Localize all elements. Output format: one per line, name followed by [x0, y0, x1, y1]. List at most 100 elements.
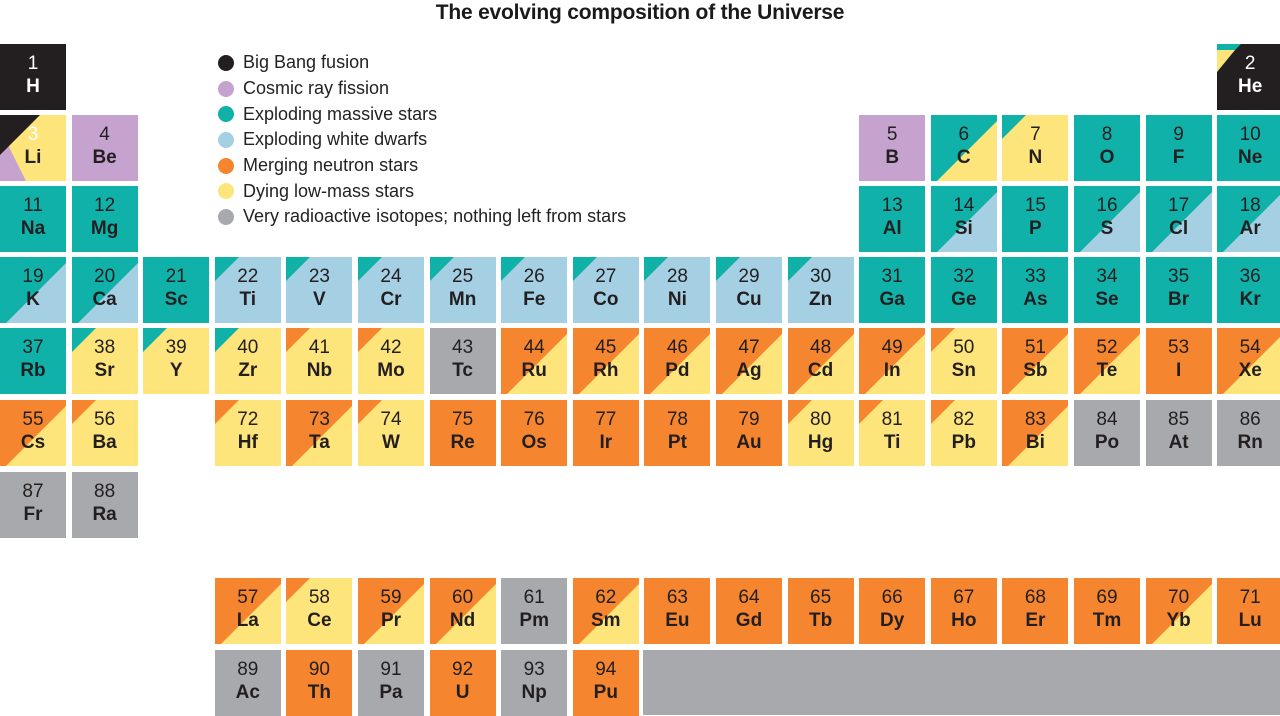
element-symbol: Pt	[667, 432, 687, 453]
element-tile-fill	[358, 400, 424, 466]
element-tile-fill	[1145, 328, 1212, 394]
element-tile-te: 52 Te	[1074, 328, 1140, 394]
element-tile-fill	[429, 650, 496, 716]
atomic-number: 34	[1096, 266, 1118, 287]
atomic-number: 12	[94, 195, 116, 216]
element-tile-fill	[1145, 578, 1212, 644]
element-symbol: Bi	[1025, 432, 1045, 453]
atomic-number: 18	[1239, 195, 1261, 216]
element-tile-cu: 29 Cu	[716, 257, 782, 323]
element-symbol: Co	[593, 289, 619, 310]
atomic-number: 15	[1024, 195, 1046, 216]
element-symbol: Au	[736, 432, 762, 453]
element-symbol: Li	[24, 147, 42, 168]
element-tile-mn: 25 Mn	[429, 257, 496, 323]
element-symbol: Sr	[94, 360, 115, 381]
atomic-number: 71	[1239, 587, 1261, 608]
element-symbol: Pr	[380, 610, 402, 631]
legend-label: Cosmic ray fission	[243, 78, 390, 99]
element-tile-zn: 30 Zn	[787, 257, 854, 323]
atomic-number: 54	[1239, 337, 1261, 358]
element-tile-er: 68 Er	[1002, 578, 1069, 644]
atomic-number: 66	[881, 587, 903, 608]
element-tile-na: 11 Na	[0, 186, 66, 252]
atomic-number: 83	[1024, 409, 1046, 430]
element-symbol: Se	[1095, 289, 1119, 310]
element-tile-pd: 46 Pd	[644, 328, 711, 394]
atomic-number: 81	[881, 409, 903, 430]
element-tile-br: 35 Br	[1145, 257, 1212, 323]
element-symbol: Eu	[665, 610, 690, 631]
atomic-number: 52	[1096, 337, 1118, 358]
element-symbol: Ti	[239, 289, 257, 310]
element-tile-ag: 47 Ag	[716, 328, 782, 394]
element-symbol: As	[1023, 289, 1048, 310]
element-symbol: Tm	[1092, 610, 1122, 631]
element-symbol: I	[1175, 360, 1182, 381]
element-tile-sr: 38 Sr	[71, 328, 138, 394]
element-tile-pu: 94 Pu	[572, 650, 639, 716]
element-tile-la: 57 La	[214, 578, 281, 644]
element-tile-fill	[0, 44, 66, 110]
element-tile-rh: 45 Rh	[572, 328, 639, 394]
element-symbol: Ac	[235, 682, 260, 703]
element-tile-ba: 56 Ba	[71, 400, 138, 466]
atomic-number: 89	[237, 659, 259, 680]
element-tile-np: 93 Np	[501, 650, 568, 716]
atomic-number: 85	[1168, 409, 1190, 430]
atomic-number: 3	[27, 124, 39, 145]
atomic-number: 79	[738, 409, 760, 430]
element-symbol: P	[1029, 218, 1042, 239]
element-symbol: Cd	[807, 360, 834, 381]
atomic-number: 44	[523, 337, 545, 358]
element-symbol: N	[1028, 147, 1043, 168]
atomic-number: 51	[1024, 337, 1046, 358]
element-symbol: Np	[521, 682, 547, 703]
atomic-number: 56	[94, 409, 116, 430]
element-tile-fill	[716, 578, 782, 644]
atomic-number: 7	[1030, 124, 1041, 145]
atomic-number: 29	[738, 266, 760, 287]
element-symbol: U	[455, 682, 470, 703]
atomic-number: 41	[308, 337, 330, 358]
element-tile-fill	[71, 186, 138, 252]
element-tile-fill	[71, 472, 138, 538]
element-tile-ac: 89 Ac	[214, 650, 281, 716]
element-symbol: Zr	[238, 360, 258, 381]
element-tile-fill	[716, 328, 782, 394]
element-tile-fill	[572, 650, 639, 716]
element-tile-pb: 82 Pb	[930, 400, 997, 466]
atomic-number: 10	[1239, 124, 1261, 145]
element-symbol: Po	[1094, 432, 1120, 453]
element-tile-fill	[1074, 186, 1140, 252]
atomic-number: 17	[1168, 195, 1190, 216]
element-tile-fill	[0, 400, 66, 466]
element-tile-ru: 44 Ru	[501, 328, 568, 394]
element-tile-fill	[572, 257, 639, 323]
element-tile-fill	[787, 578, 854, 644]
atomic-number: 19	[22, 266, 44, 287]
element-tile-fill	[1217, 186, 1280, 252]
element-tile-fill	[859, 578, 926, 644]
element-tile-at: 85 At	[1145, 400, 1212, 466]
element-symbol: Nd	[449, 610, 476, 631]
element-tile-fill	[358, 578, 424, 644]
element-tile-fill	[286, 257, 353, 323]
element-tile-fill	[71, 257, 138, 323]
element-symbol: Na	[20, 218, 46, 239]
element-tile-ar: 18 Ar	[1217, 186, 1280, 252]
element-symbol: Rb	[20, 360, 46, 381]
element-tile-fill	[930, 257, 997, 323]
element-tile-hf: 72 Hf	[214, 400, 281, 466]
atomic-number: 93	[523, 659, 545, 680]
legend-swatch-icon	[218, 131, 234, 148]
atomic-number: 76	[523, 409, 545, 430]
atomic-number: 64	[738, 587, 760, 608]
legend-label: Exploding white dwarfs	[243, 129, 428, 150]
element-symbol: Ca	[92, 289, 117, 310]
element-symbol: Er	[1025, 610, 1046, 631]
legend-item: Big Bang fusion	[218, 50, 658, 76]
element-symbol: Br	[1168, 289, 1190, 310]
